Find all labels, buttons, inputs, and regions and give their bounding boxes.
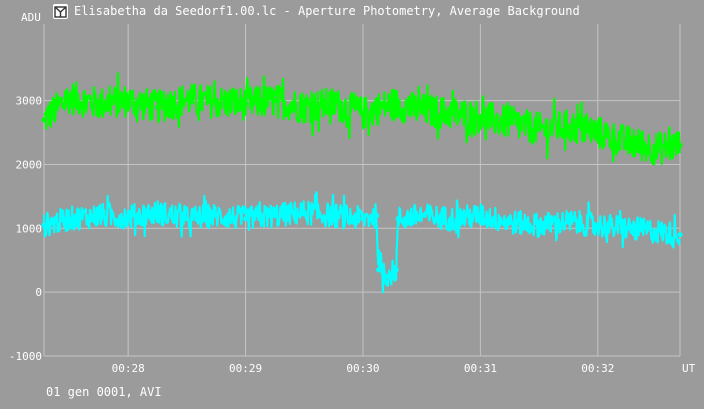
y-tick-label: 0 — [35, 286, 42, 299]
data-point — [213, 99, 219, 105]
data-point — [595, 222, 601, 228]
footer-date-label: 01 gen 0001, AVI — [46, 385, 162, 399]
data-point — [360, 110, 366, 116]
data-point — [448, 216, 454, 222]
data-point — [154, 104, 161, 110]
data-point — [272, 212, 278, 219]
x-tick-label: 00:30 — [346, 362, 379, 375]
data-point — [653, 228, 660, 235]
data-point — [301, 209, 307, 215]
data-point — [376, 267, 382, 273]
x-axis-label: UT — [682, 362, 696, 375]
y-tick-label: 3000 — [16, 95, 43, 108]
data-point — [66, 94, 72, 100]
data-point — [331, 212, 337, 219]
data-point — [507, 120, 513, 126]
data-point — [624, 139, 630, 145]
data-point — [653, 145, 660, 152]
data-point — [41, 222, 47, 228]
y-axis-label: ADU — [21, 11, 41, 24]
data-point — [272, 98, 278, 104]
data-point — [66, 216, 72, 222]
data-point — [419, 107, 425, 113]
data-point — [154, 209, 161, 215]
grid-lines — [43, 24, 681, 357]
data-point — [243, 216, 249, 222]
data-point — [393, 267, 399, 273]
data-point — [301, 104, 307, 110]
data-point — [96, 101, 102, 107]
data-point — [41, 117, 47, 123]
title-bar: Elisabetha da Seedorf1.00.lc - Aperture … — [0, 0, 704, 24]
y-tick-label: -1000 — [9, 350, 42, 363]
data-point — [243, 101, 249, 107]
series-line — [43, 72, 681, 166]
data-point — [374, 212, 380, 219]
x-tick-label: 00:32 — [581, 362, 614, 375]
data-point — [565, 219, 572, 225]
data-point — [213, 212, 219, 219]
data-point — [419, 212, 425, 219]
x-tick-label: 00:28 — [112, 362, 145, 375]
data-point — [383, 273, 390, 279]
x-tick-label: 00:31 — [464, 362, 497, 375]
data-point — [125, 98, 131, 104]
window-title: Elisabetha da Seedorf1.00.lc - Aperture … — [74, 4, 580, 18]
y-tick-label: 1000 — [16, 222, 43, 235]
data-point — [477, 212, 483, 219]
x-tick-label: 00:29 — [229, 362, 262, 375]
data-point — [184, 96, 190, 102]
series-layer — [41, 72, 683, 294]
data-point — [536, 126, 542, 132]
app-logo-icon[interactable] — [53, 4, 68, 19]
data-point — [96, 212, 102, 219]
data-point — [565, 123, 572, 129]
data-point — [331, 101, 337, 107]
data-point — [395, 216, 401, 222]
data-point — [507, 219, 513, 225]
data-point — [184, 216, 190, 222]
data-point — [448, 110, 454, 116]
data-point — [595, 129, 601, 136]
data-point — [677, 142, 683, 148]
data-point — [624, 225, 630, 231]
data-point — [360, 216, 366, 222]
data-point — [477, 114, 483, 120]
axis-labels: -1000 0 1000 2000 3000 00:28 00:29 00:30 00:31 00… — [9, 11, 696, 375]
series-line — [42, 191, 681, 294]
data-point — [536, 222, 542, 228]
y-tick-label: 2000 — [16, 158, 43, 171]
data-point — [125, 214, 131, 220]
data-point — [389, 101, 395, 107]
data-point — [677, 232, 683, 238]
